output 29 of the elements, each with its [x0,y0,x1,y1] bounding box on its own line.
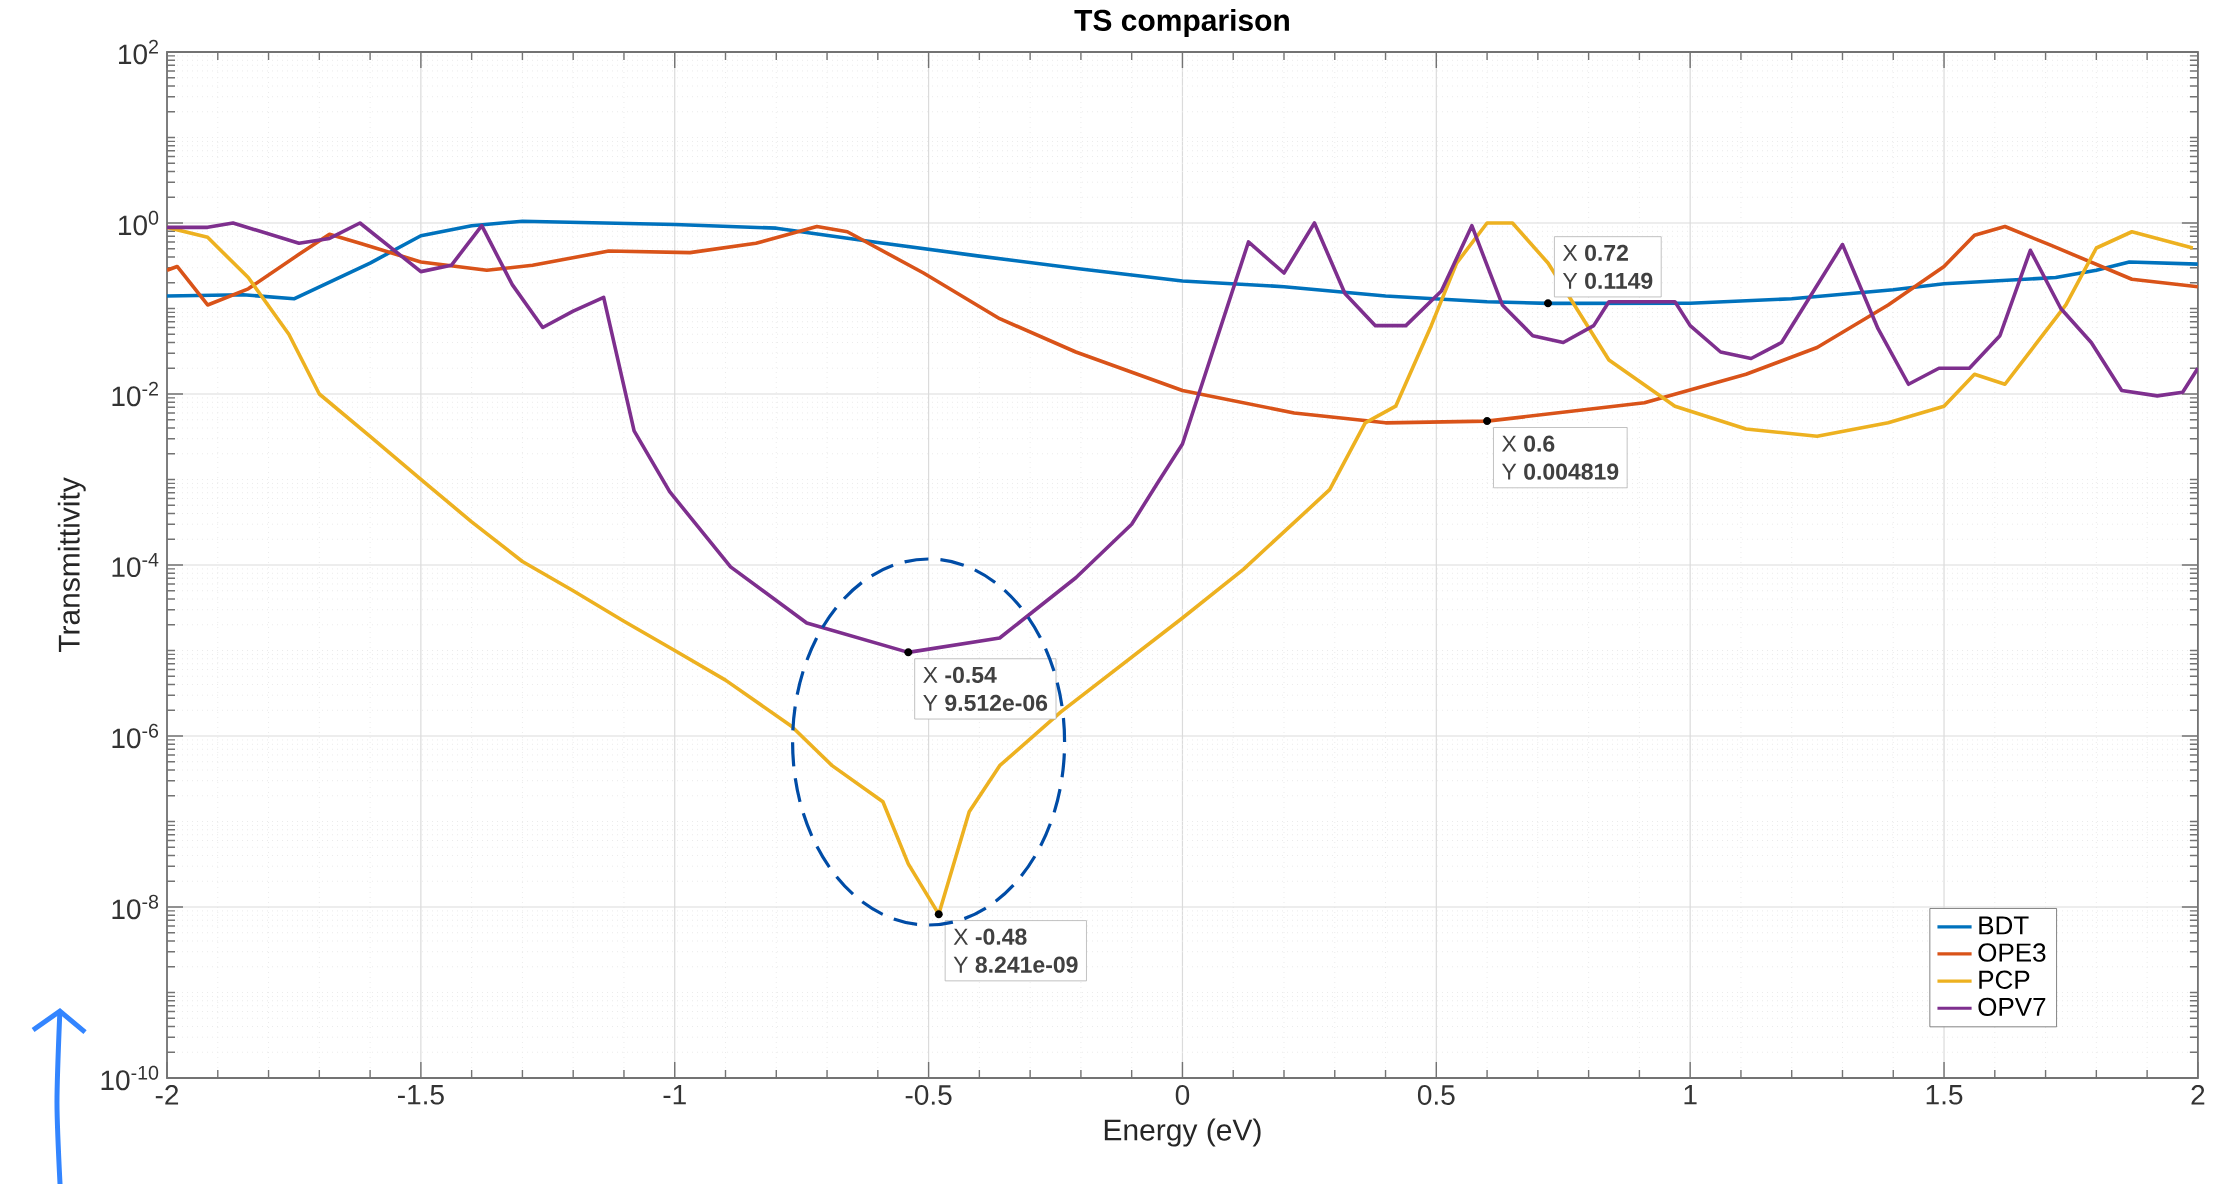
annotation: Y 0.004819 [1501,463,1619,480]
legend-label: OPE3 [1978,943,2046,962]
y-tick-label: 10$^{0}$ [119,210,159,236]
annotation: Y 0.1149 [1562,272,1653,289]
x-tick-label: -0.5 [905,1085,952,1105]
annotation: X 0.6 [1501,435,1555,452]
legend-label: OPV7 [1978,997,2046,1017]
y-tick-label: 10$^{-2}$ [112,381,158,407]
x-tick-label: -1.5 [398,1085,444,1105]
annotation: X -0.48 [953,928,1027,945]
x-tick-label: -1 [663,1085,686,1105]
x-tick-label: 1.5 [1926,1085,1963,1105]
legend-label: BDT [1979,916,2029,935]
y-tick-label: 10$^{2}$ [119,39,158,65]
annotation: Y 8.241e-09 [953,956,1078,973]
x-axis-title: Energy (eV) [1104,1118,1261,1147]
y-tick-label: 10$^{-6}$ [112,723,159,749]
y-axis-title: Transmittivity [57,477,86,653]
chart-title: TS comparison [1074,8,1289,37]
annotation: X 0.72 [1562,244,1628,261]
x-tick-label: 0 [1175,1085,1190,1105]
y-tick-label: 10$^{-8}$ [112,894,159,920]
x-tick-label: 0.5 [1417,1085,1455,1105]
legend-label: PCP [1979,970,2030,989]
annotation: Y 9.512e-06 [923,694,1048,712]
annotation: X -0.54 [923,666,997,684]
x-tick-label: 1 [1684,1085,1697,1105]
x-tick-label: 2 [2191,1085,2205,1105]
y-tick-label: 10$^{-4}$ [112,552,159,578]
